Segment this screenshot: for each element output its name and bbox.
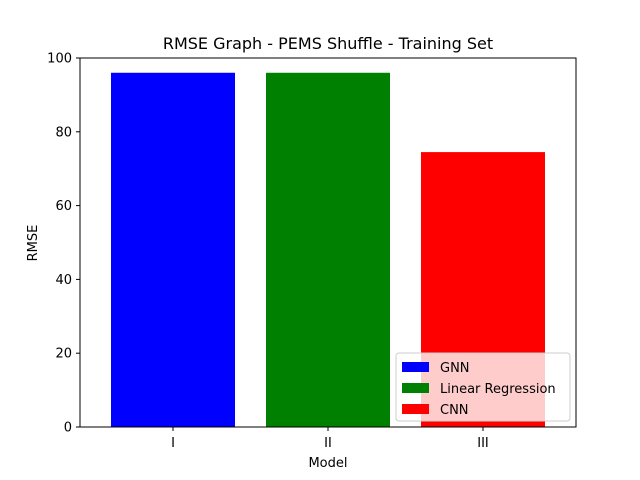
legend-label-gnn: GNN: [440, 361, 470, 376]
x-axis: I II III: [171, 427, 489, 451]
y-axis: 0 20 40 60 80 100: [47, 52, 80, 436]
y-tick-label: 0: [64, 421, 72, 436]
legend-swatch-gnn: [402, 362, 429, 372]
legend-swatch-linear-regression: [402, 383, 429, 393]
x-tick-label: I: [171, 436, 175, 451]
y-tick-label: 60: [55, 199, 72, 214]
y-axis-label: RMSE: [26, 225, 41, 262]
x-tick-label: II: [324, 436, 332, 451]
legend: GNN Linear Regression CNN: [395, 352, 571, 422]
bar-linear-regression: [266, 72, 390, 427]
x-tick-label: III: [477, 436, 489, 451]
y-tick-label: 80: [55, 125, 72, 140]
legend-box: [395, 352, 571, 422]
bar-gnn: [111, 72, 235, 427]
chart-title: RMSE Graph - PEMS Shuffle - Training Set: [163, 34, 493, 53]
x-axis-label: Model: [308, 456, 347, 471]
legend-label-linear-regression: Linear Regression: [440, 382, 556, 397]
y-tick-label: 40: [55, 273, 72, 288]
y-tick-label: 100: [47, 52, 72, 67]
y-tick-label: 20: [55, 347, 72, 362]
legend-label-cnn: CNN: [440, 403, 469, 418]
legend-swatch-cnn: [402, 404, 429, 414]
